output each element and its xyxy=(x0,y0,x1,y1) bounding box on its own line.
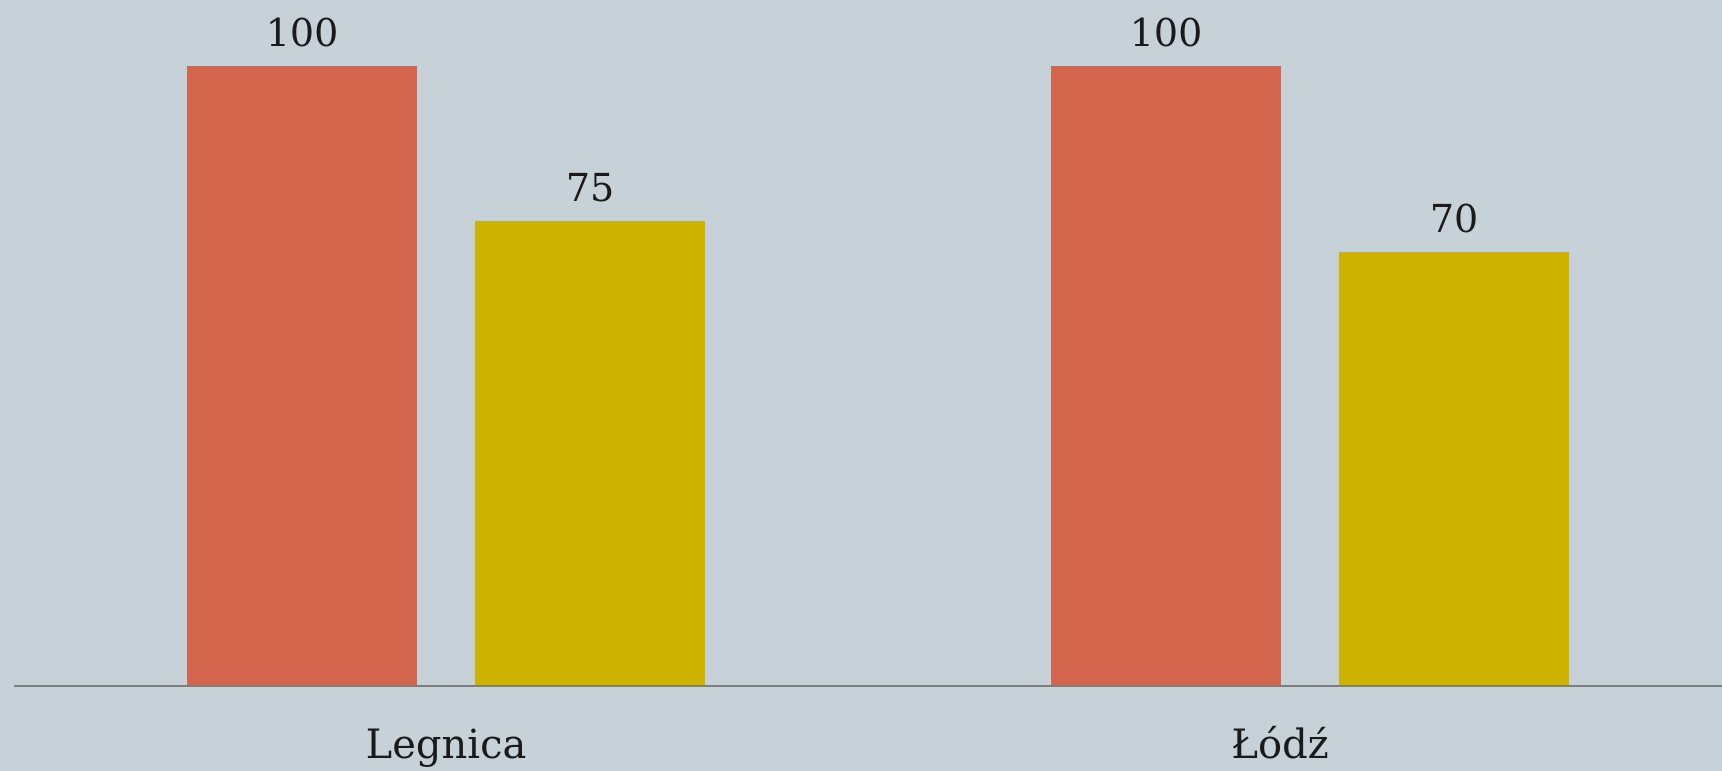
bar-Legnica-series-2 xyxy=(475,221,705,686)
data-label-Łódź-series-2: 70 xyxy=(1430,197,1478,241)
bar-Łódź-series-1 xyxy=(1051,66,1281,686)
data-labels-layer: 100 75 100 70 xyxy=(266,11,1478,241)
data-label-Łódź-series-1: 100 xyxy=(1130,11,1203,55)
bars-layer xyxy=(187,66,1569,686)
data-label-Legnica-series-2: 75 xyxy=(566,166,614,210)
category-labels-layer: Legnica Łódź xyxy=(366,722,1329,768)
category-label-Łódź: Łódź xyxy=(1231,722,1329,768)
category-label-Legnica: Legnica xyxy=(366,722,527,768)
bar-Legnica-series-1 xyxy=(187,66,417,686)
data-label-Legnica-series-1: 100 xyxy=(266,11,339,55)
bar-Łódź-series-2 xyxy=(1339,252,1569,686)
